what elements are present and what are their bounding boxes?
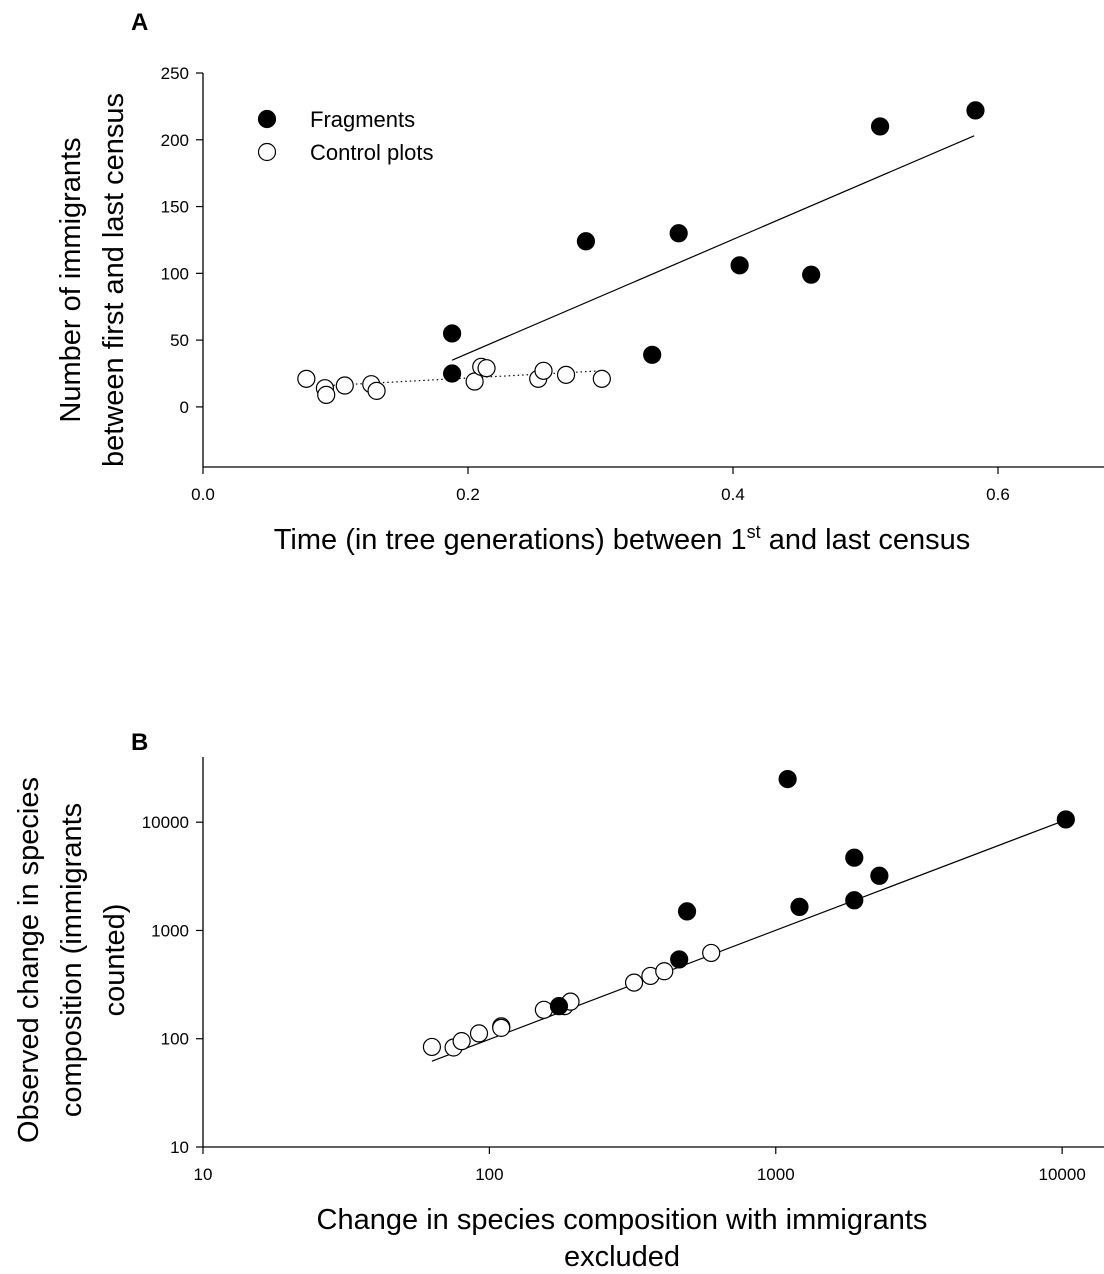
control-plot-point <box>592 369 611 388</box>
y-tick-label: 250 <box>161 64 189 83</box>
x-tick-label: 0.6 <box>986 485 1010 504</box>
fragment-point <box>669 224 688 243</box>
fragment-point <box>845 848 864 867</box>
panel-b-ticks: 10 100 1000 10000 10 100 1000 10000 <box>142 813 1086 1184</box>
panel-a: A 0.0 0.2 0.4 0.6 0 50 100 150 200 250 Fragments … <box>55 9 1104 556</box>
control-plot-point <box>534 1000 553 1019</box>
panel-a-ticks: 0.0 0.2 0.4 0.6 0 50 100 150 200 250 <box>161 64 1010 504</box>
control-plot-point <box>624 973 644 992</box>
panel-a-letter: A <box>131 9 148 36</box>
control-plot-point <box>317 385 336 404</box>
fragment-point <box>778 770 797 789</box>
panel-b-x-label-line-2: excluded <box>564 1241 680 1273</box>
control-plot-point <box>367 381 386 400</box>
panel-a-x-label-part-1: Time (in tree generations) between 1 <box>274 524 747 556</box>
x-tick-label: 10000 <box>1039 1165 1086 1184</box>
fragment-point <box>845 891 864 910</box>
y-tick-label: 200 <box>161 131 189 150</box>
control-plot-point <box>534 361 553 380</box>
x-tick-label: 100 <box>475 1165 503 1184</box>
fragment-point <box>576 232 596 251</box>
panel-a-points <box>297 101 985 404</box>
control-plot-point <box>702 943 721 963</box>
panel-a-y-label-line-2: between first and last census <box>98 93 130 467</box>
y-tick-label: 100 <box>161 264 189 283</box>
fragment-point <box>443 364 462 383</box>
control-plot-point <box>422 1037 442 1057</box>
fragment-point <box>966 101 985 120</box>
x-tick-label: 0.0 <box>191 485 215 504</box>
panel-b-y-label-line-1: Observed change in species <box>13 777 45 1143</box>
control-plot-point <box>556 365 576 384</box>
panel-b: B 10 100 1000 10000 10 100 1000 10000 Observed … <box>13 729 1104 1273</box>
control-plot-point <box>492 1018 511 1037</box>
panel-b-y-label-line-2: composition (immigrants <box>56 803 88 1117</box>
legend-label-fragments: Fragments <box>310 107 415 132</box>
y-tick-label: 1000 <box>151 921 189 940</box>
legend-label-control-plots: Control plots <box>310 140 434 165</box>
fragment-point <box>443 324 462 343</box>
y-tick-label: 150 <box>161 198 189 217</box>
fragment-point <box>870 866 889 885</box>
fragment-point <box>870 117 890 136</box>
legend-marker-control-plots <box>257 142 277 162</box>
control-plot-point <box>335 376 354 395</box>
panel-a-x-label-superscript: st <box>747 522 761 542</box>
regression-line <box>431 820 1063 1062</box>
y-tick-label: 0 <box>180 398 189 417</box>
fragment-point <box>643 345 662 364</box>
fragment-point <box>1056 810 1075 829</box>
fragment-point <box>549 997 569 1016</box>
y-tick-label: 10000 <box>142 813 189 832</box>
y-tick-label: 100 <box>161 1030 189 1049</box>
y-tick-label: 10 <box>170 1138 189 1157</box>
control-plot-point <box>469 1024 489 1043</box>
control-plot-point <box>452 1032 471 1051</box>
x-tick-label: 0.2 <box>456 485 480 504</box>
x-tick-label: 0.4 <box>721 485 745 504</box>
fragment-point <box>730 256 749 275</box>
x-tick-label: 10 <box>194 1165 213 1184</box>
control-plot-point <box>477 359 496 378</box>
fragment-point <box>670 950 689 969</box>
fragment-point <box>802 265 821 284</box>
panel-b-y-label-line-3: counted) <box>99 904 131 1017</box>
fragment-point <box>790 897 809 917</box>
legend: Fragments Control plots <box>257 107 434 165</box>
fragments-trend-line <box>451 135 975 361</box>
panel-b-points <box>422 770 1075 1057</box>
x-tick-label: 1000 <box>757 1165 795 1184</box>
panel-a-y-label-line-1: Number of immigrants <box>55 137 87 422</box>
panel-b-trend-line <box>431 820 1063 1062</box>
control-plot-point <box>297 369 316 388</box>
panel-b-x-label-line-1: Change in species composition with immig… <box>317 1204 928 1236</box>
legend-marker-fragments <box>257 109 277 129</box>
y-tick-label: 50 <box>170 331 189 350</box>
panel-b-letter: B <box>131 729 148 756</box>
fragment-point <box>677 902 697 921</box>
control-plot-point <box>655 962 674 981</box>
panel-a-x-label-part-2: and last census <box>761 524 971 556</box>
panel-a-x-label: Time (in tree generations) between 1st a… <box>274 522 970 556</box>
